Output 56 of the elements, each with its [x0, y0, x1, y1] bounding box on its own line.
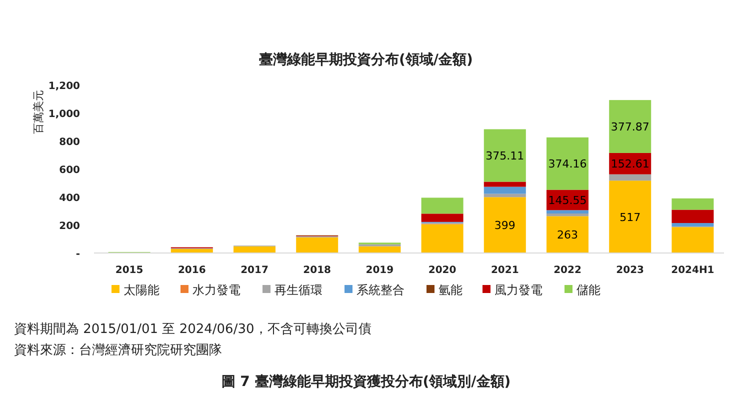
data-label: 517	[620, 210, 641, 224]
bar	[484, 197, 526, 253]
caption: 圖 7 臺灣綠能早期投資獲投分布(領域別/金額)	[221, 373, 511, 390]
x-tick-label: 2019	[366, 265, 394, 276]
legend-label: 水力發電	[192, 283, 240, 297]
y-tick-label: 800	[59, 137, 80, 148]
x-tick-label: 2020	[428, 265, 456, 276]
data-label: 399	[494, 219, 516, 232]
data-label: 263	[557, 228, 578, 242]
bar	[672, 198, 714, 210]
x-tick-label: 2018	[303, 265, 332, 276]
bar	[546, 214, 588, 216]
data-label: 374.16	[548, 158, 587, 171]
y-tick-label: 1,000	[48, 109, 80, 120]
legend-label: 再生循環	[274, 283, 322, 297]
bar	[609, 100, 652, 153]
bar	[609, 180, 652, 253]
y-tick-label: -	[76, 249, 80, 260]
bar	[421, 198, 464, 214]
x-tick-label: 2024H1	[671, 265, 714, 276]
data-label: 377.87	[610, 120, 650, 134]
y-axis-title: 百萬美元	[32, 90, 45, 134]
legend-label: 風力發電	[494, 283, 542, 297]
bar	[546, 216, 588, 253]
bar	[296, 237, 338, 253]
y-tick-label: 200	[59, 221, 80, 232]
y-tick-label: 400	[59, 193, 80, 204]
x-tick-label: 2023	[616, 265, 644, 276]
chart-title: 臺灣綠能早期投資分布(領域/金額)	[259, 51, 473, 68]
source-note: 資料來源：台灣經濟研究院研究團隊	[14, 343, 222, 358]
x-tick-label: 2021	[490, 265, 519, 276]
x-tick-label: 2015	[115, 265, 144, 276]
data-label: 375.11	[486, 149, 524, 162]
bar	[421, 214, 464, 222]
bar	[672, 223, 714, 226]
y-tick-label: 600	[59, 165, 80, 176]
bar	[546, 137, 588, 190]
bar	[672, 227, 714, 253]
bar	[546, 210, 588, 214]
x-tick-label: 2022	[554, 265, 582, 276]
bar	[484, 182, 526, 187]
x-tick-label: 2016	[178, 265, 206, 276]
legend-label: 太陽能	[124, 283, 160, 297]
bar	[484, 186, 526, 194]
x-tick-label: 2017	[240, 265, 268, 276]
legend-label: 系統整合	[356, 283, 404, 297]
bar	[609, 174, 652, 181]
y-tick-label: 1,200	[48, 81, 80, 92]
bar	[421, 224, 464, 253]
bar	[672, 210, 714, 224]
data-label: 152.61	[610, 158, 650, 171]
text: 資料期間為 2015/01/01 至 2024/06/30，不含可轉換公司債	[14, 322, 372, 337]
bar	[484, 129, 526, 182]
legend-label: 儲能	[576, 283, 600, 297]
data-label: 145.55	[548, 194, 587, 207]
legend-label: 氫能	[438, 283, 462, 297]
